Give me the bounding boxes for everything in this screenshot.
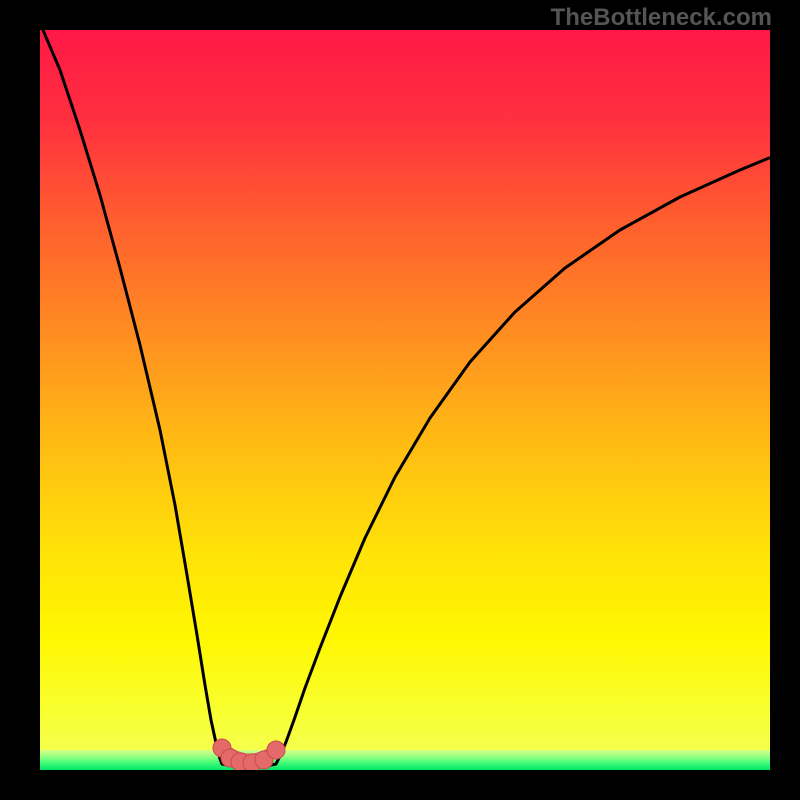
bottleneck-curve (43, 30, 769, 767)
curve-layer (40, 30, 770, 770)
marker-dot (267, 741, 285, 759)
chart-root: TheBottleneck.com (0, 0, 800, 800)
plot-area (40, 30, 770, 770)
watermark-text: TheBottleneck.com (551, 4, 772, 32)
